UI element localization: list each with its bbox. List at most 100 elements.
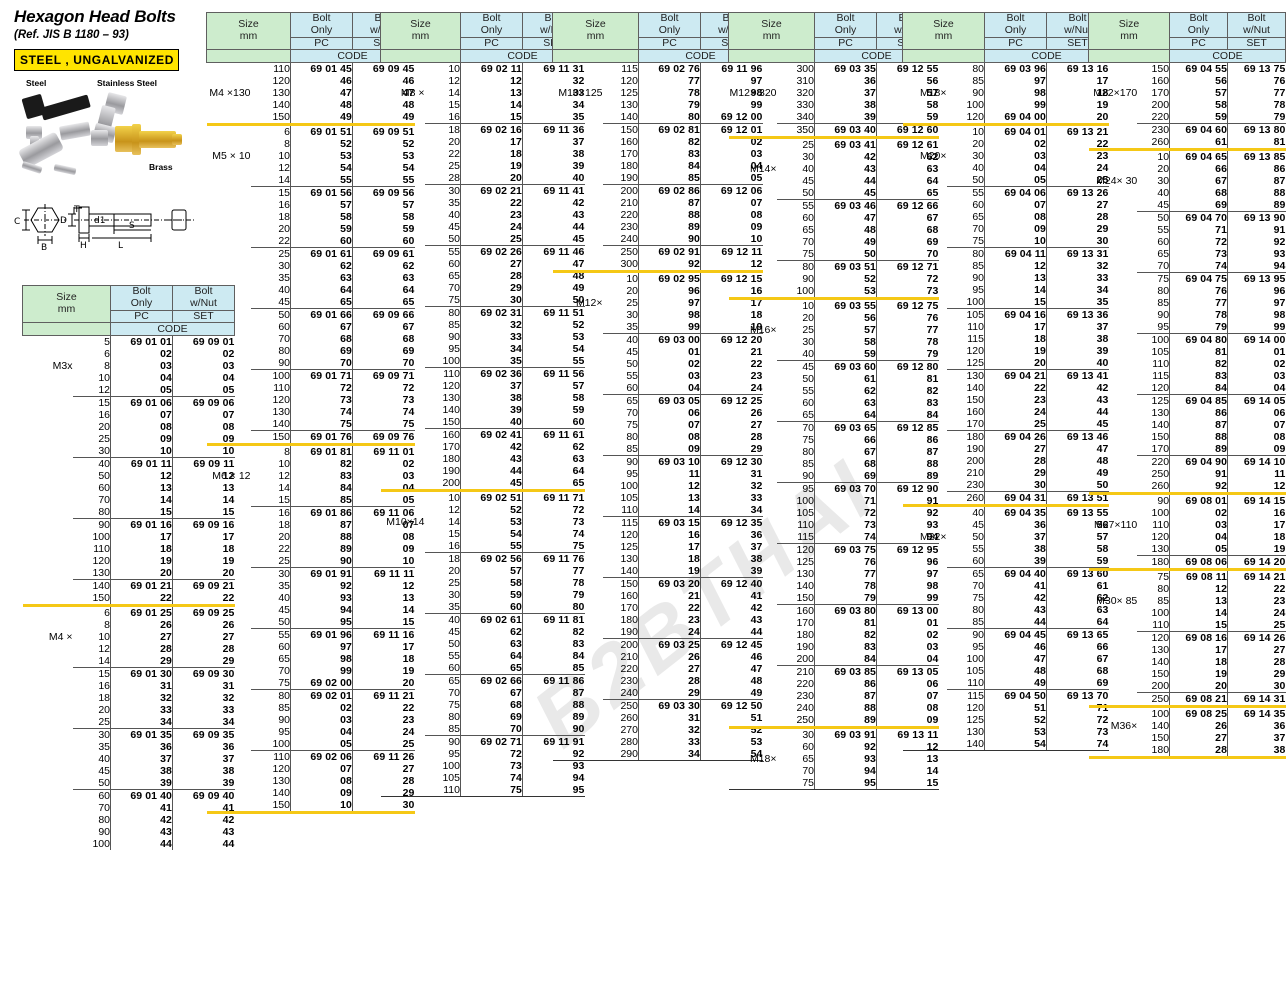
table-row: 45 65 65 (207, 296, 415, 309)
code-bolt-only: 20 (460, 172, 523, 185)
size-length: 220 (776, 678, 815, 691)
table-row: 65 69 04 40 69 13 60 (903, 567, 1109, 581)
code-bolt-only: 23 (638, 614, 701, 627)
size-length: 115 (946, 333, 985, 346)
code-bolt-only: 89 (638, 221, 701, 234)
table-row: M12× 25 97 17 (553, 297, 763, 310)
table-row: 60 72 92 (1089, 236, 1286, 249)
size-nominal (23, 619, 73, 631)
size-nominal (207, 726, 251, 738)
size-nominal (729, 187, 777, 200)
code-bolt-wnut: 77 (1273, 87, 1286, 100)
size-length: 230 (602, 675, 639, 688)
size-length: 230 (1137, 123, 1171, 137)
size-length: 30 (250, 567, 291, 581)
size-nominal (1089, 346, 1138, 358)
code-bolt-wnut: 57 (402, 199, 415, 212)
size-length: 170 (424, 441, 461, 454)
size-length: 250 (602, 699, 639, 713)
size-nominal (1089, 358, 1138, 370)
table-row: 6 69 01 51 69 09 51 (206, 123, 415, 139)
size-length: 16 (424, 540, 461, 553)
brass-bolt-head (115, 125, 135, 152)
size-length: 240 (776, 702, 815, 715)
size-length: 130 (1137, 644, 1171, 657)
size-length: 20 (1137, 163, 1171, 176)
size-nominal (1089, 163, 1138, 175)
table-row: 120 73 73 (207, 394, 415, 407)
code-bolt-only: 17 (110, 531, 173, 544)
code-bolt-wnut: 08 (1273, 431, 1286, 444)
code-bolt-only: 84 (290, 482, 353, 495)
table-row: 10 69 02 51 69 11 71 (380, 489, 585, 505)
table-row: 190 85 05 (553, 172, 763, 185)
table-row: 55 62 82 (729, 385, 939, 398)
size-length: 90 (602, 455, 639, 469)
size-length: 16 (72, 680, 111, 693)
size-length: 130 (946, 369, 985, 383)
code-bolt-wnut: 90 (572, 723, 585, 736)
table-row: 105 74 94 (381, 772, 585, 785)
size-length: 100 (424, 760, 461, 773)
code-bolt-only: 04 (290, 726, 353, 739)
table-row: 95 46 66 (903, 641, 1109, 654)
code-bolt-only: 02 (984, 138, 1047, 151)
code-bolt-wnut: 28 (750, 431, 763, 444)
table-row: 70 67 87 (381, 687, 585, 700)
table-row: 190 24 44 (553, 626, 763, 639)
code-bolt-wnut: 69 11 61 (522, 428, 585, 442)
code-bolt-only: 69 02 11 (460, 62, 523, 76)
size-nominal (553, 346, 603, 358)
code-bolt-only: 69 03 80 (814, 604, 877, 618)
code-bolt-only: 69 02 06 (290, 750, 353, 764)
code-bolt-only: 92 (290, 580, 353, 593)
code-bolt-only: 38 (814, 99, 877, 112)
size-length: 140 (72, 579, 111, 593)
size-nominal (381, 75, 425, 87)
table-row: 110 69 02 06 69 11 26 (207, 750, 415, 764)
code-bolt-only: 81 (1169, 346, 1229, 359)
table-row: 120 51 71 (903, 702, 1109, 715)
size-length: 65 (946, 567, 985, 581)
size-nominal (23, 445, 73, 458)
size-nominal (1089, 431, 1138, 443)
table-row: 200 58 78 (1089, 99, 1286, 112)
code-bolt-wnut: 69 14 35 (1227, 705, 1286, 721)
brass-bolt-tip (172, 133, 182, 145)
size-length: 140 (602, 111, 639, 124)
code-bolt-only: 07 (110, 409, 173, 422)
table-row: 110 69 01 45 69 09 45 (207, 62, 415, 76)
size-length: 40 (250, 592, 291, 605)
table-row: 170 89 09 (1089, 443, 1286, 456)
size-length: 80 (250, 689, 291, 703)
size-length: 100 (946, 653, 985, 666)
table-row: 35 92 12 (207, 580, 415, 593)
size-nominal (207, 223, 251, 235)
code-bolt-only: 02 (1169, 507, 1229, 520)
code-bolt-only: 54 (984, 738, 1047, 752)
code-bolt-wnut: 76 (926, 312, 939, 325)
code-bolt-wnut: 59 (1096, 555, 1109, 568)
code-bolt-only: 69 04 16 (984, 308, 1047, 322)
table-row: 18 32 32 (23, 692, 235, 705)
size-length: 10 (946, 123, 985, 139)
code-bolt-only: 39 (110, 777, 173, 790)
table-row: 125 76 96 (729, 556, 939, 569)
code-bolt-wnut: 15 (402, 616, 415, 629)
code-bolt-wnut: 69 11 31 (522, 62, 585, 76)
table-row: 200 45 65 (381, 477, 585, 491)
size-length: 30 (946, 150, 985, 163)
size-length: 80 (72, 506, 111, 519)
size-length: 60 (250, 321, 291, 334)
code-bolt-only: 87 (638, 197, 701, 210)
table-row: 125 20 40 (903, 357, 1109, 370)
code-bolt-wnut: 74 (572, 528, 585, 541)
size-length: 45 (946, 519, 985, 532)
table-row: 110 18 18 (23, 543, 235, 556)
size-nominal (23, 790, 73, 803)
size-nominal (207, 284, 251, 296)
code-bolt-only: 62 (814, 385, 877, 398)
size-nominal (903, 321, 947, 333)
header-size-unit: mm (934, 30, 953, 43)
table-row: 40 59 79 (729, 348, 939, 361)
